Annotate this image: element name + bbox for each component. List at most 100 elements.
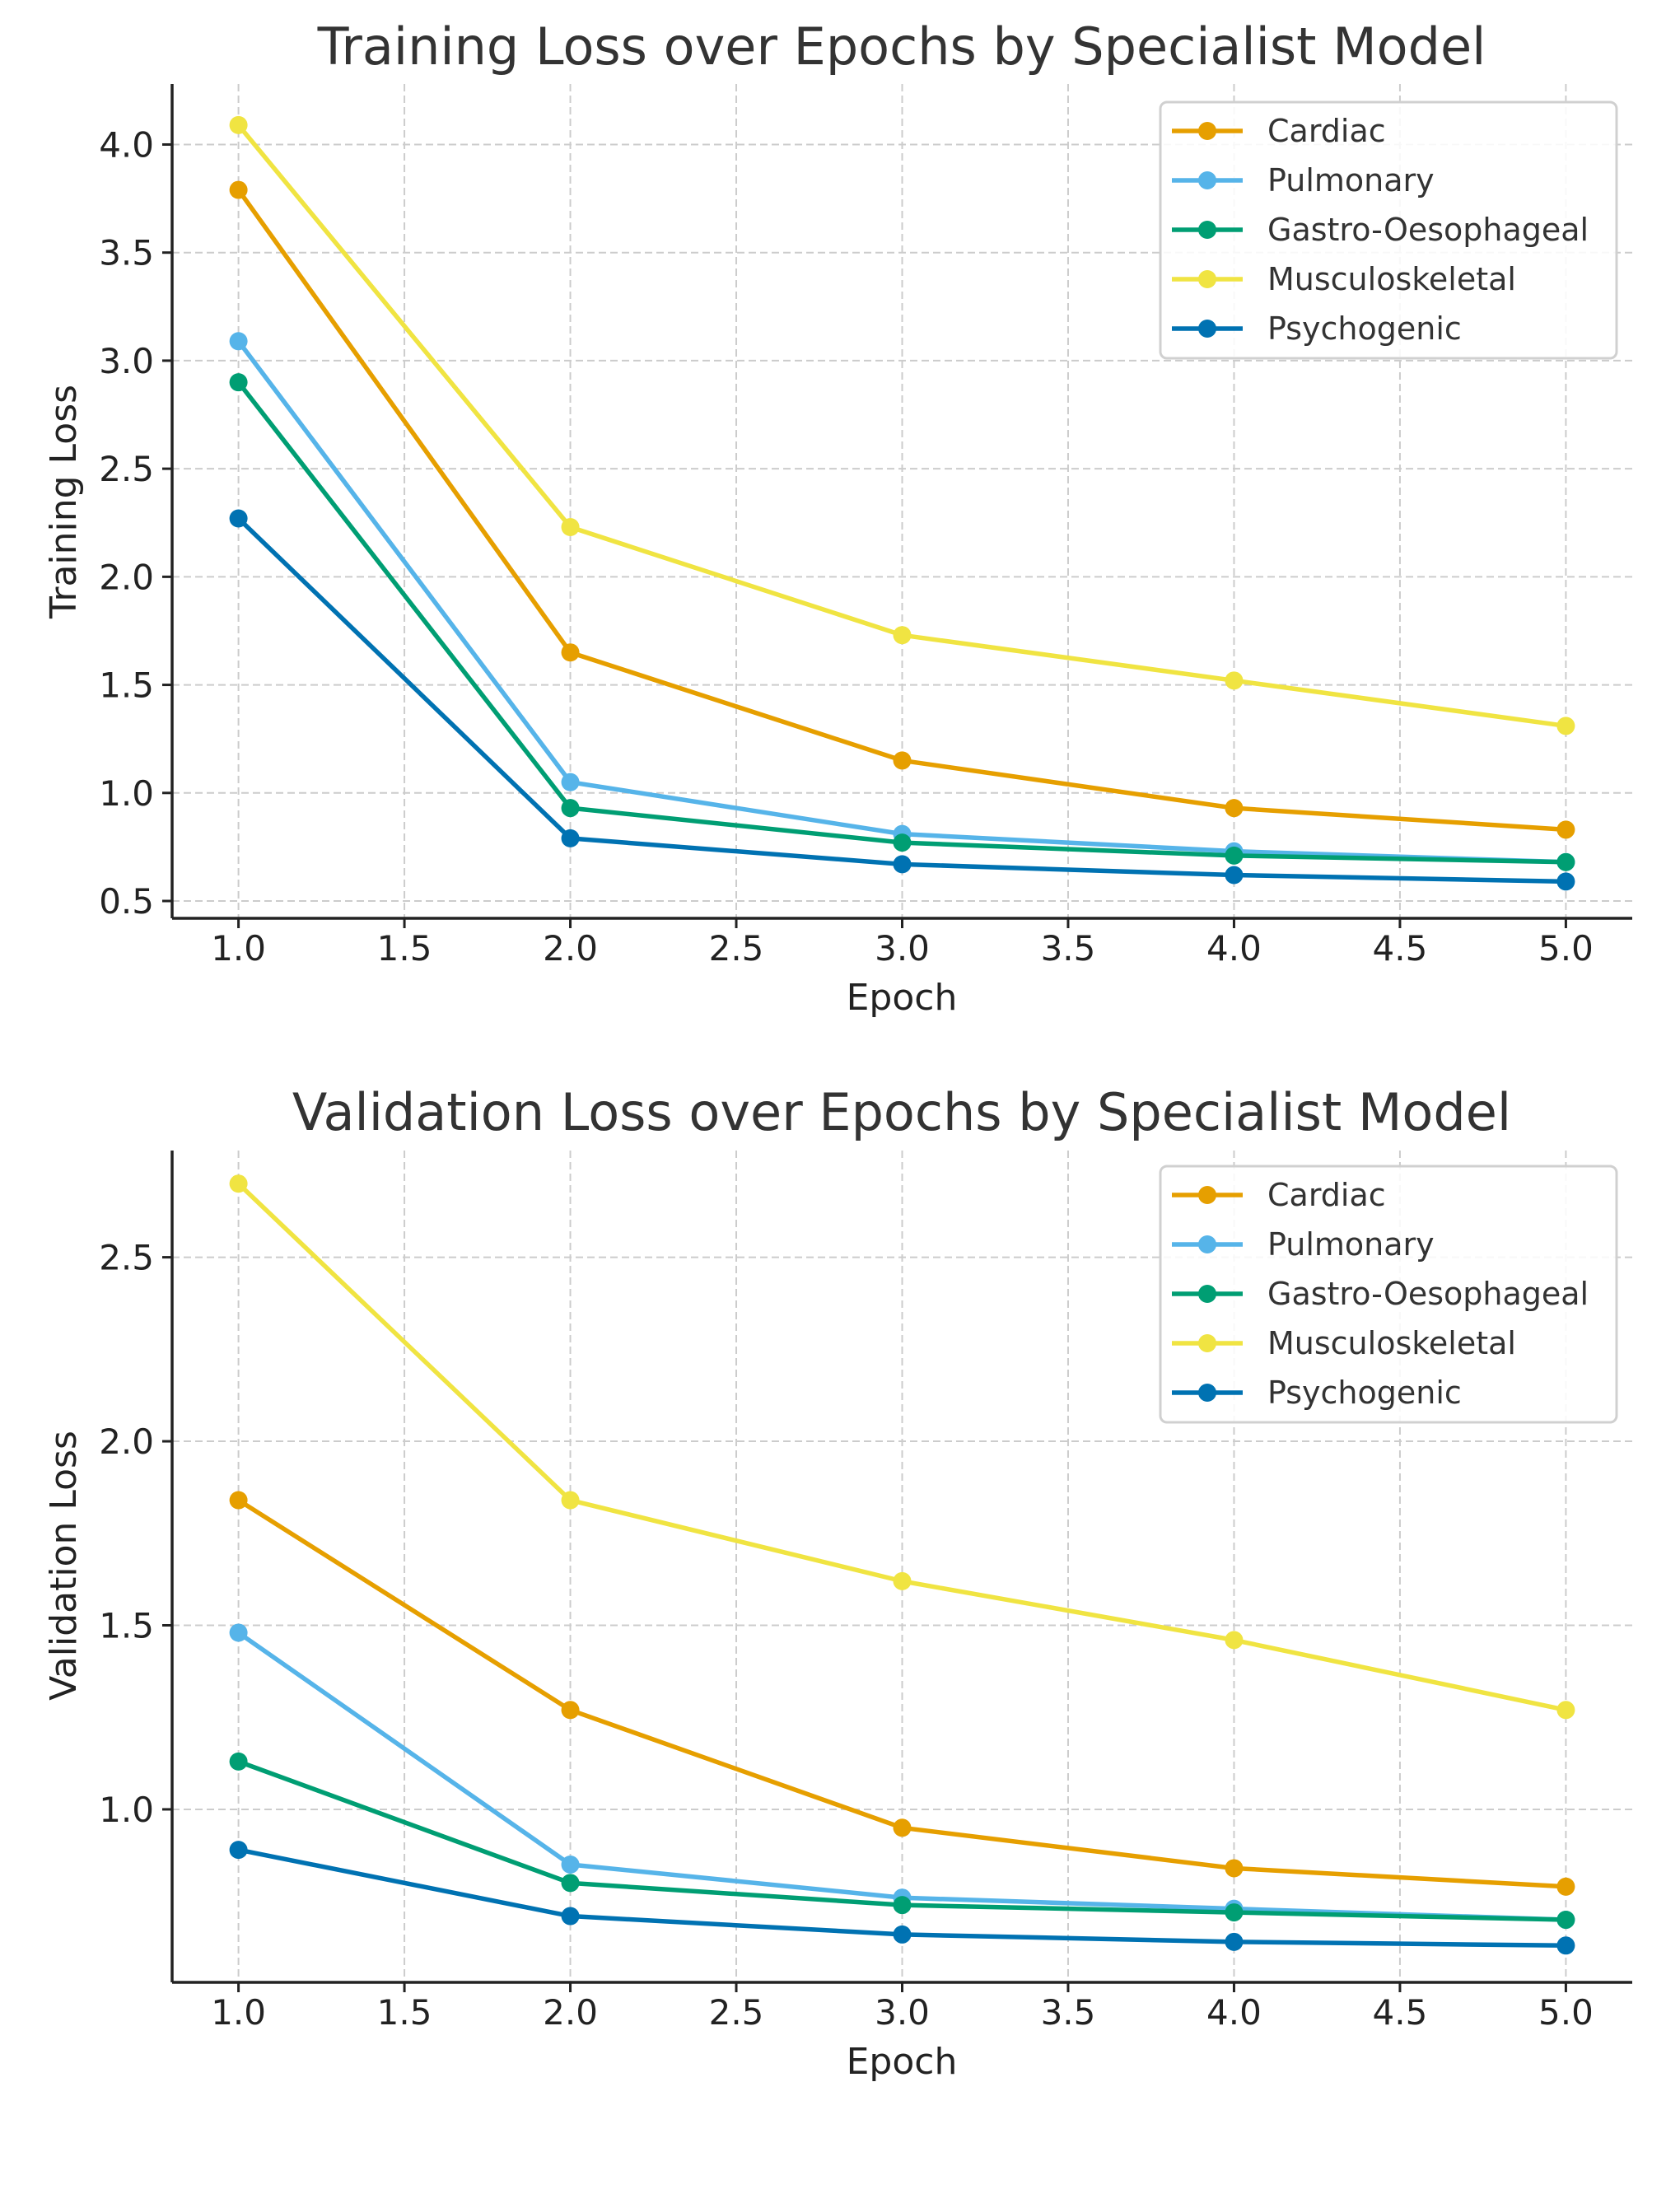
- data-point: [1225, 671, 1244, 690]
- x-tick-label: 2.0: [543, 928, 598, 969]
- series-group: [229, 1174, 1575, 1955]
- y-tick-label: 0.5: [99, 881, 154, 922]
- axes: 1.0 1.5 2.0 2.5 3.0 3.5 4.0 4.5 5.0 1.0 1.5 2.0 2.5: [99, 1151, 1632, 2033]
- data-point: [561, 799, 580, 818]
- legend-item: Pulmonary: [1172, 1226, 1435, 1263]
- y-tick-label: 1.5: [99, 1606, 154, 1646]
- data-point: [893, 626, 912, 645]
- legend-item: Cardiac: [1172, 1177, 1386, 1213]
- legend-marker: [1198, 1384, 1216, 1402]
- legend-label: Gastro-Oesophageal: [1267, 1276, 1589, 1312]
- series-psychogenic: [229, 1841, 1575, 1955]
- legend-item: Musculoskeletal: [1172, 1325, 1516, 1361]
- data-point: [1225, 1859, 1244, 1878]
- legend: Cardiac Pulmonary Gastro-Oesophageal Muscul…: [1159, 1165, 1618, 1424]
- x-tick-label: 3.0: [875, 1992, 930, 2033]
- data-point: [1225, 846, 1244, 865]
- y-tick-label: 2.0: [99, 557, 154, 597]
- y-tick-label: 3.0: [99, 341, 154, 381]
- x-tick-label: 4.0: [1206, 1992, 1262, 2033]
- y-tick-label: 2.5: [99, 1238, 154, 1278]
- data-point: [1556, 1936, 1575, 1955]
- x-tick-label: 2.0: [543, 1992, 598, 2033]
- x-tick-label: 1.0: [211, 928, 266, 969]
- grid: [172, 84, 1632, 918]
- x-axis-label: Epoch: [847, 977, 958, 1019]
- data-point: [1556, 717, 1575, 735]
- x-tick-label: 3.5: [1041, 928, 1096, 969]
- legend-item: Musculoskeletal: [1172, 261, 1516, 297]
- data-point: [229, 115, 248, 134]
- legend-item: Pulmonary: [1172, 162, 1435, 198]
- series-musculoskeletal: [229, 115, 1575, 735]
- y-tick-label: 1.0: [99, 773, 154, 814]
- data-point: [229, 180, 248, 199]
- x-tick-label: 3.5: [1041, 1992, 1096, 2033]
- data-point: [229, 1623, 248, 1642]
- series-musculoskeletal: [229, 1174, 1575, 1720]
- legend-label: Musculoskeletal: [1267, 261, 1516, 297]
- data-point: [561, 829, 580, 847]
- legend-item: Cardiac: [1172, 113, 1386, 149]
- y-tick-label: 2.5: [99, 449, 154, 489]
- y-tick-label: 3.5: [99, 233, 154, 273]
- data-point: [1556, 1877, 1575, 1896]
- x-tick-label: 2.5: [709, 1992, 764, 2033]
- training-loss-chart: Training Loss over Epochs by Specialist …: [43, 16, 1632, 1019]
- data-point: [1225, 866, 1244, 885]
- legend-item: Psychogenic: [1172, 1375, 1462, 1411]
- series-psychogenic: [229, 509, 1575, 891]
- chart-title: Validation Loss over Epochs by Specialis…: [292, 1082, 1511, 1142]
- validation-loss-chart: Validation Loss over Epochs by Specialis…: [43, 1082, 1632, 2083]
- series-cardiac: [229, 1491, 1575, 1896]
- y-tick-label: 1.0: [99, 1790, 154, 1830]
- data-point: [1556, 1911, 1575, 1930]
- data-point: [893, 1925, 912, 1944]
- series-gastro-oesophageal: [229, 373, 1575, 871]
- x-axis-label: Epoch: [847, 2041, 958, 2083]
- y-tick-label: 2.0: [99, 1421, 154, 1462]
- legend-marker: [1198, 270, 1216, 288]
- legend-label: Pulmonary: [1267, 1226, 1435, 1263]
- data-point: [1225, 1932, 1244, 1951]
- data-point: [893, 1818, 912, 1837]
- legend-marker: [1198, 1186, 1216, 1204]
- legend-box: [1159, 1165, 1618, 1424]
- data-point: [1225, 1903, 1244, 1922]
- legend-box: [1159, 100, 1618, 360]
- data-point: [229, 1841, 248, 1860]
- data-point: [893, 833, 912, 852]
- x-tick-label: 4.5: [1373, 928, 1428, 969]
- x-tick-label: 1.5: [377, 1992, 432, 2033]
- series-gastro-oesophageal: [229, 1752, 1575, 1930]
- y-tick-label: 4.0: [99, 124, 154, 165]
- legend-marker: [1198, 171, 1216, 189]
- legend-label: Gastro-Oesophageal: [1267, 212, 1589, 248]
- data-point: [229, 373, 248, 392]
- legend-marker: [1198, 1285, 1216, 1303]
- data-point: [1556, 820, 1575, 839]
- data-point: [229, 1491, 248, 1510]
- data-point: [561, 1907, 580, 1926]
- data-point: [229, 332, 248, 351]
- data-point: [561, 517, 580, 536]
- data-point: [1556, 852, 1575, 871]
- legend-marker: [1198, 1334, 1216, 1352]
- chart-title: Training Loss over Epochs by Specialist …: [317, 16, 1486, 77]
- data-point: [893, 1896, 912, 1915]
- series-cardiac: [229, 180, 1575, 839]
- x-tick-label: 5.0: [1538, 928, 1594, 969]
- axes: 1.0 1.5 2.0 2.5 3.0 3.5 4.0 4.5 5.0 0.5 1.0 1.5 2.0 2…: [99, 84, 1632, 969]
- legend-item: Psychogenic: [1172, 310, 1462, 347]
- legend-item: Gastro-Oesophageal: [1172, 1276, 1589, 1312]
- legend-label: Psychogenic: [1267, 310, 1462, 347]
- legend-label: Musculoskeletal: [1267, 1325, 1516, 1361]
- data-point: [893, 751, 912, 770]
- legend-marker: [1198, 320, 1216, 338]
- legend-label: Pulmonary: [1267, 162, 1435, 198]
- data-point: [229, 1752, 248, 1771]
- data-point: [561, 1874, 580, 1893]
- data-point: [561, 1701, 580, 1720]
- data-point: [229, 509, 248, 528]
- data-point: [561, 1491, 580, 1510]
